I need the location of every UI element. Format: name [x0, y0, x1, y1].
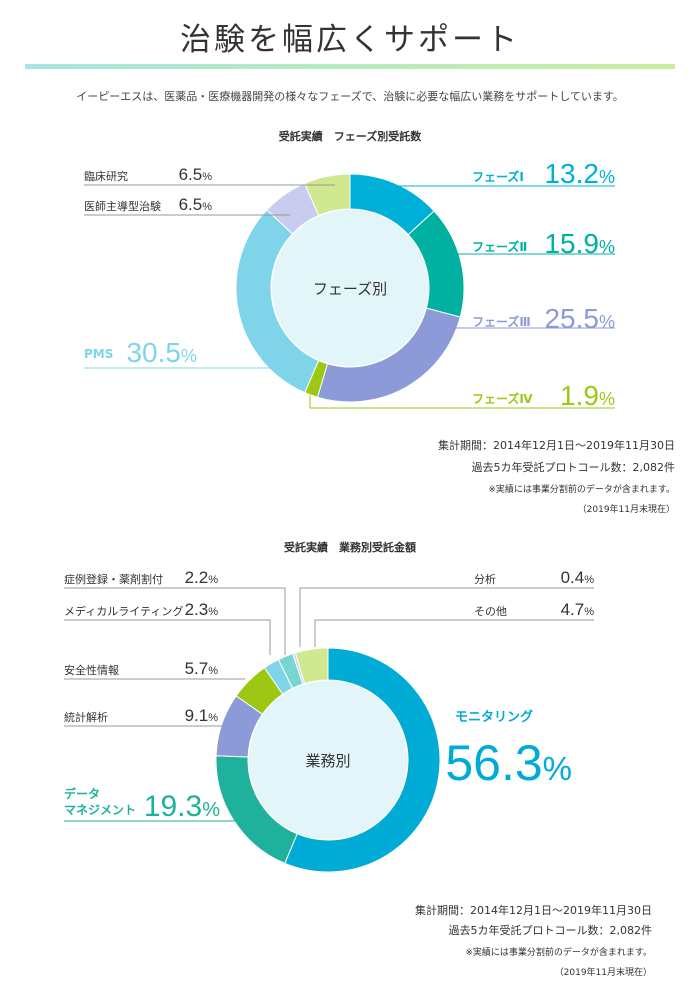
- chart2-label-name-0: モニタリング: [455, 709, 533, 725]
- chart1-center-label: フェーズ別: [313, 280, 387, 298]
- chart1-title: 受託実績 フェーズ別受託数: [278, 130, 422, 143]
- chart1-note-period: 集計期間：2014年12月1日～2019年11月30日: [438, 439, 675, 452]
- chart2-label-value-7: 4.7%: [561, 600, 595, 619]
- chart2-title: 受託実績 業務別受託金額: [284, 541, 416, 554]
- chart1-label-name-5: 医師主導型治験: [84, 199, 161, 213]
- chart2-label-value-3: 5.7%: [185, 659, 219, 678]
- chart1-label-name-4: PMS: [84, 347, 113, 361]
- chart2-donut-center: [249, 681, 407, 839]
- chart1-donut-center: [272, 210, 428, 366]
- page-title: 治験を幅広くサポート: [180, 22, 520, 58]
- chart2-note-date: （2019年11月末現在）: [554, 968, 652, 978]
- chart2-label-value-6: 0.4%: [561, 568, 595, 587]
- chart1-label-value-3: 1.9%: [560, 380, 615, 411]
- chart2-center-label: 業務別: [305, 752, 350, 770]
- chart1-label-value-2: 25.5%: [544, 303, 615, 334]
- chart1-label-name-0: フェーズⅠ: [472, 169, 524, 184]
- chart2-leader-line-6: [299, 587, 594, 647]
- chart2-label-name-5: 症例登録・薬剤割付: [64, 572, 163, 586]
- chart1-note-count: 過去5カ年受託プロトコール数：2,082件: [471, 461, 676, 474]
- chart2-label-name-4: メディカルライティング: [64, 604, 183, 618]
- chart1-label-name-6: 臨床研究: [84, 169, 128, 183]
- chart2-note-disclaimer: ※実績には事業分割前のデータが含まれます。: [465, 948, 652, 958]
- chart1-label-name-3: フェーズⅣ: [472, 391, 533, 406]
- chart2-label-value-2: 9.1%: [185, 706, 219, 725]
- service-donut-chart: 業務別 モニタリング 56.3% データマネジメント 19.3% 統計解析 9.1% 安全性情…: [64, 568, 595, 873]
- chart2-label-name-2: 統計解析: [64, 710, 108, 724]
- chart2-label-value-1: 19.3%: [144, 790, 220, 823]
- chart1-label-name-2: フェーズⅢ: [472, 314, 531, 329]
- chart2-label-name-7: その他: [474, 605, 507, 618]
- title-underline: [25, 64, 675, 69]
- chart1-label-value-0: 13.2%: [544, 158, 615, 189]
- chart2-label-name-3: 安全性情報: [64, 663, 119, 677]
- chart1-leader-line-0: [394, 185, 615, 200]
- chart2-label-value-4: 2.3%: [185, 600, 219, 619]
- chart2-label-value-0: 56.3%: [445, 735, 572, 791]
- chart2-donut-slice-7: [294, 647, 329, 685]
- chart2-label-name-6: 分析: [474, 572, 496, 586]
- chart2-label-value-5: 2.2%: [185, 568, 219, 587]
- chart2-leader-line-7: [314, 619, 594, 647]
- phase-donut-chart: フェーズ別 フェーズⅠ 13.2% フェーズⅡ 15.9% フェーズⅢ 25.5% フェーズⅣ…: [84, 158, 615, 411]
- chart2-leader-line-4: [64, 619, 271, 655]
- chart2-note-count: 過去5カ年受託プロトコール数：2,082件: [448, 924, 653, 937]
- chart1-label-name-1: フェーズⅡ: [472, 239, 527, 254]
- chart1-leader-line-3: [309, 395, 615, 409]
- chart1-label-value-6: 6.5%: [179, 165, 213, 184]
- chart2-label-name-1: データマネジメント: [64, 786, 136, 817]
- chart1-label-value-5: 6.5%: [179, 195, 213, 214]
- chart1-donut-slice-6: [304, 173, 351, 217]
- chart1-label-value-1: 15.9%: [544, 228, 615, 259]
- chart2-donut-slice-0: [284, 647, 441, 873]
- intro-text: イーピーエスは、医薬品・医療機器開発の様々なフェーズで、治験に必要な幅広い業務を…: [76, 90, 624, 103]
- chart1-label-value-4: 30.5%: [126, 337, 197, 368]
- chart1-note-disclaimer: ※実績には事業分割前のデータが含まれます。: [488, 485, 675, 495]
- chart2-note-period: 集計期間：2014年12月1日～2019年11月30日: [415, 904, 652, 917]
- chart1-note-date: （2019年11月末現在）: [577, 505, 675, 515]
- chart2-leader-line-5: [64, 587, 286, 655]
